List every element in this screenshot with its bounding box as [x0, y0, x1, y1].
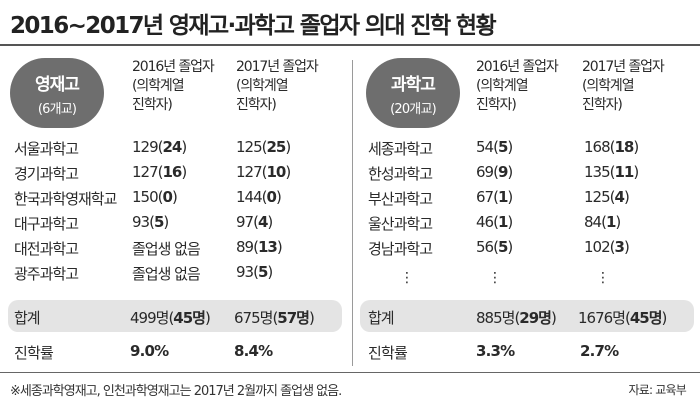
value-2017: 97(4): [236, 213, 273, 231]
school-name: 한국과학영재학교: [14, 190, 117, 208]
group-badge: 과학고 (20개교): [366, 58, 460, 128]
group-name: 과학고: [391, 75, 436, 95]
group-name: 영재고: [35, 75, 80, 95]
school-name: 경남과학고: [368, 240, 433, 258]
table-row: 부산과학고 67(1) 125(4): [360, 188, 696, 210]
table-row: 한성과학고 69(9) 135(11): [360, 163, 696, 185]
value-2016: 67(1): [476, 188, 513, 206]
panel-divider: [352, 60, 353, 366]
group-badge: 영재고 (6개교): [10, 58, 104, 128]
school-name: 대전과학고: [14, 240, 79, 258]
school-name: 대구과학고: [14, 215, 79, 233]
total-row-content: 합계 885명(29명) 1676명(45명): [360, 307, 696, 329]
table-row: 세종과학고 54(5) 168(18): [360, 138, 696, 160]
group-count: (6개교): [37, 102, 77, 117]
school-name: 서울과학고: [14, 140, 79, 158]
value-2017: 102(3): [584, 238, 630, 256]
school-name: 세종과학고: [368, 140, 433, 158]
ellipsis-2016: ⋮: [488, 270, 502, 286]
total-row: [8, 300, 342, 332]
bottom-rule: [0, 372, 700, 373]
col-header-2016: 2016년 졸업자 (의학계열 진학자): [132, 59, 215, 113]
top-rule: [0, 44, 700, 46]
school-name: 부산과학고: [368, 190, 433, 208]
table-row: 경남과학고 56(5) 102(3): [360, 238, 696, 260]
value-2016: 56(5): [476, 238, 513, 256]
total-2016: 499명(45명): [130, 309, 211, 327]
rate-2016: 3.3%: [476, 342, 515, 360]
table-row: 대구과학고 93(5) 97(4): [6, 213, 346, 235]
total-2017: 675명(57명): [234, 309, 315, 327]
value-2017: 144(0): [236, 188, 282, 206]
value-2016: 졸업생 없음: [132, 265, 201, 283]
total-2017: 1676명(45명): [578, 309, 667, 327]
ellipsis-name: ⋮: [400, 270, 414, 286]
rate-2016: 9.0%: [130, 342, 169, 360]
table-row: 경기과학고 127(16) 127(10): [6, 163, 346, 185]
value-2016: 93(5): [132, 213, 169, 231]
value-2017: 125(25): [236, 138, 291, 156]
gifted-school-panel: 영재고 (6개교) 2016년 졸업자 (의학계열 진학자) 2017년 졸업자…: [6, 52, 346, 370]
col-header-2016: 2016년 졸업자 (의학계열 진학자): [476, 59, 559, 113]
ellipsis-row: ⋮ ⋮ ⋮: [360, 270, 696, 292]
rate-label: 진학률: [368, 344, 408, 362]
table-row: 서울과학고 129(24) 125(25): [6, 138, 346, 160]
page-title: 2016~2017년 영재고·과학고 졸업자 의대 진학 현황: [10, 13, 497, 39]
total-row-content: 합계 499명(45명) 675명(57명): [6, 307, 346, 329]
school-name: 울산과학고: [368, 215, 433, 233]
total-label: 합계: [14, 309, 41, 327]
value-2017: 89(13): [236, 238, 283, 256]
col-header-2017: 2017년 졸업자 (의학계열 진학자): [582, 59, 665, 113]
value-2017: 125(4): [584, 188, 630, 206]
school-name: 경기과학고: [14, 165, 79, 183]
school-name: 한성과학고: [368, 165, 433, 183]
value-2017: 93(5): [236, 263, 273, 281]
value-2017: 135(11): [584, 163, 639, 181]
table-row: 광주과학고 졸업생 없음 93(5): [6, 263, 346, 285]
footnote: ※세종과학영재고, 인천과학영재고는 2017년 2월까지 졸업생 없음.: [10, 384, 342, 399]
value-2016: 졸업생 없음: [132, 240, 201, 258]
value-2016: 54(5): [476, 138, 513, 156]
rate-2017: 2.7%: [580, 342, 619, 360]
value-2016: 46(1): [476, 213, 513, 231]
total-label: 합계: [368, 309, 395, 327]
rate-2017: 8.4%: [234, 342, 273, 360]
table-row: 한국과학영재학교 150(0) 144(0): [6, 188, 346, 210]
rate-label: 진학률: [14, 344, 54, 362]
science-school-panel: 과학고 (20개교) 2016년 졸업자 (의학계열 진학자) 2017년 졸업…: [360, 52, 696, 370]
source-credit: 자료: 교육부: [628, 383, 687, 397]
group-count: (20개교): [390, 102, 437, 117]
value-2017: 168(18): [584, 138, 639, 156]
table-row: 울산과학고 46(1) 84(1): [360, 213, 696, 235]
school-name: 광주과학고: [14, 265, 79, 283]
value-2016: 69(9): [476, 163, 513, 181]
value-2016: 129(24): [132, 138, 187, 156]
col-header-2017: 2017년 졸업자 (의학계열 진학자): [236, 59, 319, 113]
value-2017: 84(1): [584, 213, 621, 231]
value-2017: 127(10): [236, 163, 291, 181]
ellipsis-2017: ⋮: [596, 270, 610, 286]
value-2016: 150(0): [132, 188, 178, 206]
total-row: [360, 300, 694, 332]
table-row: 대전과학고 졸업생 없음 89(13): [6, 238, 346, 260]
value-2016: 127(16): [132, 163, 187, 181]
total-2016: 885명(29명): [476, 309, 557, 327]
